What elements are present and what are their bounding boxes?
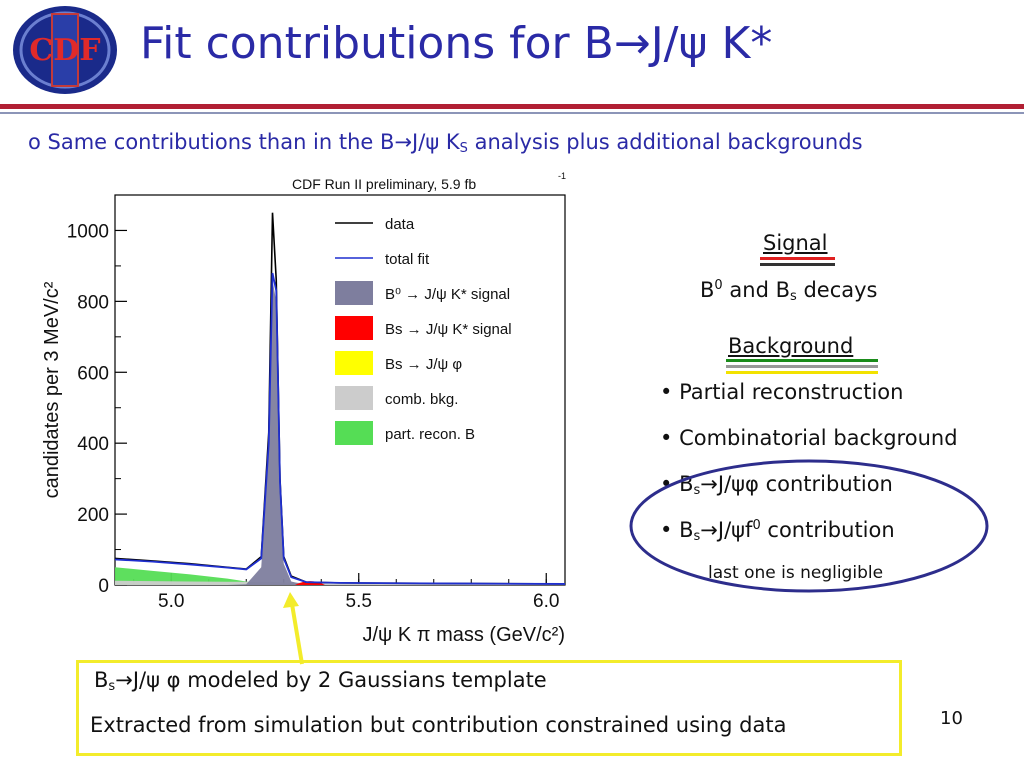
arrow-symbol: → [115, 668, 133, 692]
legend-label: B⁰ → J/ψ K* signal [385, 286, 510, 303]
note1-b: B [94, 668, 109, 692]
background-heading: Background [728, 334, 854, 358]
legend-label: part. recon. B [385, 426, 475, 443]
cdf-logo-text: CDF [29, 33, 100, 68]
phi-symbol: φ [745, 472, 759, 496]
x-tick-label: 5.5 [346, 591, 372, 612]
bs-f0-sub: s [693, 529, 701, 544]
y-tick-label: 0 [98, 576, 109, 597]
intro-line: o Same contributions than in the B→J/ψ K… [28, 130, 863, 156]
arrow-symbol: → [700, 518, 718, 542]
y-axis-label: candidates per 3 MeV/c² [41, 281, 63, 498]
legend-label: data [385, 216, 415, 233]
note1-sub: s [108, 679, 116, 694]
bg-item-partial-recon-label: Partial reconstruction [679, 380, 904, 404]
bg-underline-green [726, 359, 878, 362]
legend-swatch-box [335, 421, 373, 445]
bs-f0-mid: J/ [717, 518, 732, 542]
slide-title-post: J/ [650, 18, 679, 69]
bs-f0-b: B [679, 518, 694, 542]
x-axis-label: J/ψ K π mass (GeV/c²) [362, 624, 565, 646]
y-tick-label: 400 [77, 434, 109, 455]
slide-title-pre: Fit contributions for B [140, 18, 614, 69]
bs-phi-end: contribution [765, 472, 893, 496]
mass-histogram-chart: CDF Run II preliminary, 5.9 fb -1 0 200 400 6… [41, 171, 566, 646]
y-tick-label: 600 [77, 363, 109, 384]
psi-symbol: ψ [146, 668, 160, 692]
slide-title: Fit contributions for B→J/ψ K* [140, 18, 772, 69]
legend-swatch-box [335, 351, 373, 375]
bg-underline-yellow [726, 371, 878, 374]
intro-pre: o Same contributions than in the B [28, 130, 395, 154]
arrow-symbol: → [613, 18, 651, 69]
bg-item-bs-phi: • Bs→J/ψφ contribution [660, 472, 893, 498]
intro-ks-sub: S [459, 141, 468, 156]
bs-f0-sup: 0 [752, 518, 761, 533]
x-tick-label: 6.0 [533, 591, 559, 612]
note1-mid: J/ [132, 668, 147, 692]
legend-swatch-box [335, 316, 373, 340]
signal-underline-dark [760, 263, 835, 266]
bs-phi-mid: J/ [717, 472, 732, 496]
psi-symbol: ψ [731, 472, 746, 496]
arrow-symbol: → [700, 472, 718, 496]
note1-end: modeled by 2 Gaussians template [187, 668, 547, 692]
psi-symbol: ψ [678, 18, 708, 69]
signal-bs-sub: s [789, 289, 797, 304]
component-part-recon-b [115, 567, 565, 585]
legend-label: total fit [385, 251, 430, 268]
chart-title-sup: -1 [558, 171, 566, 181]
note-line-1: Bs→J/ψ φ modeled by 2 Gaussians template [94, 668, 547, 694]
legend-swatch-box [335, 281, 373, 305]
x-tick-label: 5.0 [158, 591, 184, 612]
bs-f0-end: contribution [767, 518, 895, 542]
bg-item-partial-recon: • Partial reconstruction [660, 380, 903, 404]
note-line-2: Extracted from simulation but contributi… [90, 713, 787, 737]
signal-b0: B [700, 278, 715, 302]
series-total-fit [114, 272, 566, 585]
legend-label: comb. bkg. [385, 391, 458, 408]
pointer-arrow [283, 592, 304, 665]
page-number: 10 [940, 708, 963, 729]
psi-symbol: ψ [731, 518, 746, 542]
phi-symbol: φ [166, 668, 181, 692]
intro-ks: K [445, 130, 460, 154]
y-tick-label: 1000 [67, 221, 109, 242]
bs-phi-sub: s [693, 483, 701, 498]
signal-decays: decays [803, 278, 878, 302]
signal-description: B0 and Bs decays [700, 278, 878, 304]
signal-underline-red [760, 257, 835, 260]
y-tick-label: 200 [77, 505, 109, 526]
legend-label: Bs → J/ψ K* signal [385, 321, 512, 338]
bs-f0-f: f [745, 518, 753, 542]
bg-item-combinatorial: • Combinatorial background [660, 426, 958, 450]
bg-underline-gray [726, 365, 878, 368]
bullet-icon: • [660, 380, 673, 404]
signal-and-bs: and B [729, 278, 790, 302]
cdf-logo: CDF [13, 6, 117, 94]
y-tick-label: 800 [77, 292, 109, 313]
legend-swatch-box [335, 386, 373, 410]
title-rule-gray [0, 112, 1024, 114]
psi-symbol: ψ [425, 130, 440, 154]
bullet-icon: • [660, 426, 673, 450]
chart-title: CDF Run II preliminary, 5.9 fb [292, 176, 476, 192]
highlight-ellipse [629, 459, 989, 593]
bg-item-combinatorial-label: Combinatorial background [679, 426, 958, 450]
notes-box [76, 660, 902, 756]
signal-b0-sup: 0 [714, 278, 723, 293]
slide-title-end: K* [721, 18, 773, 69]
arrow-symbol: → [394, 130, 413, 154]
intro-post: analysis plus additional backgrounds [474, 130, 863, 154]
bg-item-bs-f0: • Bs→J/ψf0 contribution [660, 518, 895, 544]
negligible-note: last one is negligible [708, 563, 884, 583]
intro-mid: J/ [412, 130, 426, 154]
bullet-icon: • [660, 518, 673, 542]
legend-label: Bs → J/ψ φ [385, 356, 462, 373]
title-rule-red [0, 104, 1024, 109]
signal-heading: Signal [763, 231, 828, 255]
